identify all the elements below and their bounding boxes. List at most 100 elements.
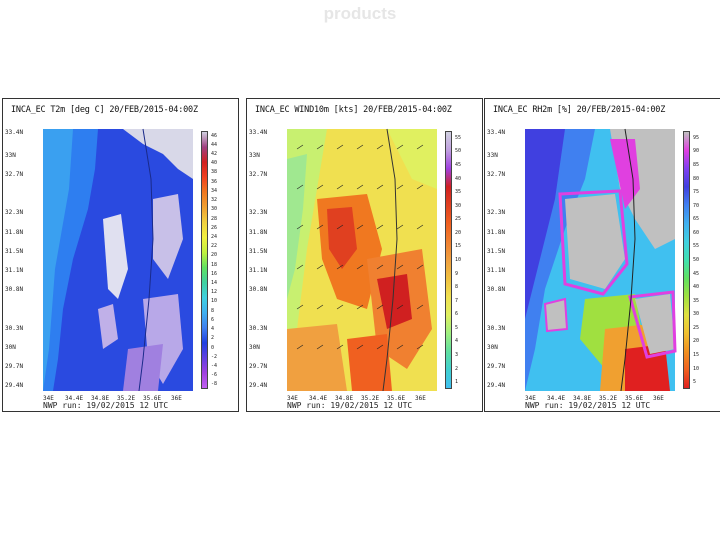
slide-title: products [323, 4, 397, 23]
lat-label: 31.1N [487, 267, 506, 274]
colorbar-tick-label: -6 [211, 372, 218, 379]
lon-label: 34E [525, 395, 536, 402]
lat-label: 31.1N [5, 267, 24, 274]
colorbar-tick-label: 10 [455, 257, 462, 263]
colorbar-tick-label: 28 [211, 215, 218, 222]
colorbar-tick-label: 15 [693, 352, 700, 359]
colorbar-tick-label: 20 [693, 338, 700, 345]
colorbar-tick-label: 16 [211, 270, 218, 277]
lon-label: 34E [287, 395, 298, 402]
colorbar-tick-label: 30 [211, 206, 218, 213]
lon-label: 35.6E [387, 395, 406, 402]
lon-label: 36E [171, 395, 182, 402]
colorbar-tick-label: 34 [211, 187, 218, 194]
colorbar-tick-label: 25 [455, 216, 462, 223]
colorbar-tick-label: -2 [211, 353, 218, 360]
colorbar-tick-label: -4 [211, 362, 218, 369]
lat-label: 33N [487, 152, 498, 159]
temperature-map [43, 128, 193, 392]
colorbar-tick-label: 14 [211, 280, 218, 287]
colorbar-tick-label: 30 [455, 202, 462, 209]
colorbar-tick-label: -8 [211, 381, 218, 388]
lon-label: 35.2E [599, 395, 618, 402]
colorbar-tick-label: 60 [693, 229, 700, 236]
colorbar-tick-label: 24 [211, 233, 218, 240]
colorbar-tick-label: 50 [455, 148, 462, 155]
lat-label: 30N [5, 344, 16, 351]
lat-label: 30N [487, 344, 498, 351]
colorbar-tick-label: 22 [211, 243, 218, 250]
panel-title: INCA_EC RH2m [%] 20/FEB/2015-04:00Z [493, 105, 666, 115]
lat-label: 29.7N [487, 363, 506, 370]
lat-label: 31.8N [487, 229, 506, 236]
lat-label: 30.8N [5, 286, 24, 293]
colorbar [445, 131, 452, 389]
colorbar-tick-label: 40 [455, 175, 462, 182]
lat-label: 29.7N [249, 363, 268, 370]
map-panel-wind10m: INCA_EC WIND10m [kts] 20/FEB/2015-04:00Z… [246, 98, 483, 412]
colorbar-tick-label: 65 [693, 216, 700, 223]
colorbar-tick-label: 90 [693, 148, 700, 155]
panel-footer: NWP run: 19/02/2015 12 UTC [43, 401, 169, 410]
wind-map [287, 128, 437, 392]
colorbar-tick-label: 4 [455, 338, 459, 345]
colorbar-tick-label: 3 [455, 352, 459, 359]
lat-label: 29.4N [5, 382, 24, 389]
colorbar-tick-label: 10 [693, 365, 700, 372]
lon-label: 34E [43, 395, 54, 402]
colorbar-tick-label: 2 [455, 365, 459, 372]
colorbar [683, 131, 690, 389]
panel-title: INCA_EC T2m [deg C] 20/FEB/2015-04:00Z [11, 105, 198, 115]
map-panel-t2m: INCA_EC T2m [deg C] 20/FEB/2015-04:00Z 3… [2, 98, 239, 412]
lat-label: 29.4N [487, 382, 506, 389]
lon-label: 34.4E [547, 395, 566, 402]
colorbar-tick-label: 5 [455, 324, 459, 331]
colorbar-tick-label: 20 [455, 229, 462, 236]
lon-label: 34.4E [65, 395, 84, 402]
lat-label: 31.1N [249, 267, 268, 274]
colorbar-tick-label: 85 [693, 161, 700, 168]
colorbar-tick-label: 15 [455, 243, 462, 250]
colorbar-tick-label: 38 [211, 169, 218, 176]
colorbar-tick-label: 95 [693, 134, 700, 141]
colorbar-tick-label: 4 [211, 326, 215, 333]
colorbar-tick-label: 6 [211, 316, 215, 323]
colorbar-tick-label: 20 [211, 252, 218, 259]
lat-label: 32.3N [487, 209, 506, 216]
lat-label: 31.8N [5, 229, 24, 236]
colorbar-tick-label: 40 [211, 160, 218, 167]
lon-label: 34.8E [91, 395, 110, 402]
lat-label: 30.8N [249, 286, 268, 293]
lat-label: 32.3N [249, 209, 268, 216]
colorbar-tick-label: 6 [455, 311, 459, 318]
lon-label: 34.8E [335, 395, 354, 402]
colorbar-tick-label: 35 [693, 297, 700, 304]
colorbar-tick-label: 70 [693, 202, 700, 209]
lat-label: 32.7N [249, 171, 268, 178]
colorbar-tick-label: 80 [693, 175, 700, 182]
panel-title: INCA_EC WIND10m [kts] 20/FEB/2015-04:00Z [255, 105, 452, 115]
colorbar-tick-label: 18 [211, 261, 218, 268]
lat-label: 30.3N [249, 325, 268, 332]
lat-label: 30.8N [487, 286, 506, 293]
lat-label: 31.8N [249, 229, 268, 236]
colorbar-tick-label: 1 [455, 379, 459, 386]
lat-label: 33.4N [249, 129, 268, 136]
colorbar-tick-label: 8 [455, 284, 459, 291]
lat-label: 31.5N [249, 248, 268, 255]
colorbar-tick-label: 0 [211, 344, 215, 351]
colorbar-tick-label: 44 [211, 141, 218, 148]
lon-label: 35.2E [361, 395, 380, 402]
lat-label: 30N [249, 344, 260, 351]
lat-label: 31.5N [5, 248, 24, 255]
colorbar-tick-label: 32 [211, 197, 218, 204]
lat-label: 30.3N [5, 325, 24, 332]
lon-label: 35.6E [143, 395, 162, 402]
colorbar-tick-label: 9 [455, 270, 459, 277]
map-panel-rh2m: INCA_EC RH2m [%] 20/FEB/2015-04:00Z 33.4… [484, 98, 720, 412]
lon-label: 35.2E [117, 395, 136, 402]
panel-footer: NWP run: 19/02/2015 12 UTC [287, 401, 413, 410]
lon-label: 34.8E [573, 395, 592, 402]
colorbar-tick-label: 10 [211, 298, 218, 305]
colorbar-tick-label: 50 [693, 257, 700, 263]
